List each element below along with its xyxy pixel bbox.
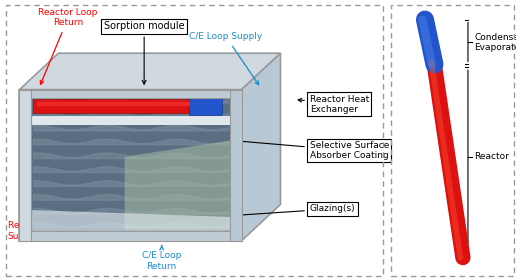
Polygon shape [20,90,241,98]
Text: Condenser/
Evaporator: Condenser/ Evaporator [474,32,516,52]
Text: Reactor Loop
Return: Reactor Loop Return [39,8,98,84]
Text: Reactor Loop
Supply: Reactor Loop Supply [8,221,67,241]
Polygon shape [230,90,241,241]
Polygon shape [33,99,193,113]
Polygon shape [20,90,31,241]
Polygon shape [189,98,222,115]
Text: C/E Loop
Return: C/E Loop Return [142,246,181,271]
Polygon shape [29,116,232,125]
Text: Reactor Heat
Exchanger: Reactor Heat Exchanger [298,95,369,114]
Text: Reactor: Reactor [474,152,509,161]
Text: Sorption module: Sorption module [104,21,184,84]
Text: Glazing(s): Glazing(s) [152,204,356,223]
Polygon shape [20,53,281,90]
Polygon shape [20,231,241,241]
Text: C/E Loop Supply: C/E Loop Supply [189,32,263,85]
Text: Selective Surface
Absorber Coating: Selective Surface Absorber Coating [230,139,389,160]
Polygon shape [29,210,232,234]
Polygon shape [20,90,241,241]
Polygon shape [241,53,281,241]
Polygon shape [29,97,232,234]
Polygon shape [125,140,234,230]
